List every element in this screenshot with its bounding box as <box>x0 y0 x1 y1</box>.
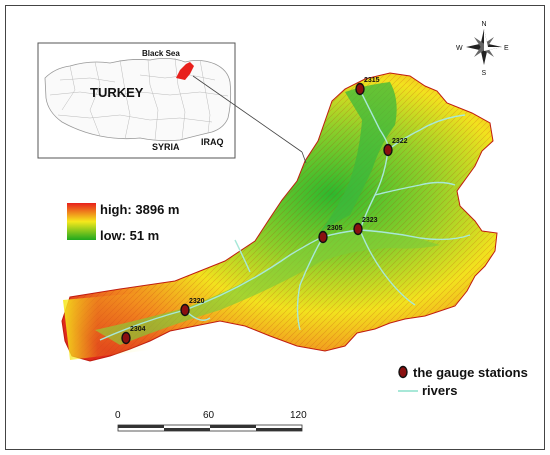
inset-map: Black Sea TURKEY SYRIA IRAQ <box>37 42 307 164</box>
station-label-2323: 2323 <box>362 217 378 224</box>
station-label-2305: 2305 <box>327 225 343 232</box>
inset-leader-line <box>192 75 303 153</box>
gauge-stations: 2315 2322 2305 2323 2320 2304 <box>121 77 408 345</box>
compass-highlight-n <box>484 29 488 47</box>
station-label-2322: 2322 <box>392 138 408 145</box>
scale-seg-1 <box>118 425 164 428</box>
legend-stations-label: the gauge stations <box>413 365 528 380</box>
inset-leader-tail <box>301 151 307 164</box>
river-northeast <box>387 114 466 151</box>
scale-seg-3 <box>210 425 256 428</box>
river-south-trib <box>296 236 324 331</box>
scale-tick-120: 120 <box>290 410 307 421</box>
station-2322[interactable]: 2322 <box>383 138 408 157</box>
compass-highlight-e <box>484 47 502 51</box>
scale-tick-0: 0 <box>115 410 121 421</box>
station-label-2315: 2315 <box>364 77 380 84</box>
turkey-label: TURKEY <box>90 85 144 100</box>
scale-tick-60: 60 <box>203 410 215 421</box>
compass-rose: N S E W <box>456 21 509 77</box>
black-sea-label: Black Sea <box>142 49 180 58</box>
elevation-high-label: high: 3896 m <box>100 202 180 217</box>
river-north-trib-west <box>234 239 251 273</box>
iraq-label: IRAQ <box>201 137 224 147</box>
legend-rivers-label: rivers <box>422 383 458 398</box>
scale-bar: 0 60 120 <box>115 410 307 432</box>
station-2304[interactable]: 2304 <box>121 326 146 345</box>
station-2315[interactable]: 2315 <box>355 77 380 96</box>
scale-seg-2 <box>164 428 210 431</box>
river-east-trib <box>374 181 456 196</box>
river-southeast-trib <box>359 229 416 306</box>
compass-w-label: W <box>456 45 463 52</box>
station-2323[interactable]: 2323 <box>353 217 378 236</box>
syria-label: SYRIA <box>152 142 180 152</box>
scale-seg-4 <box>256 428 302 431</box>
compass-e-label: E <box>504 45 509 52</box>
station-label-2304: 2304 <box>130 326 146 333</box>
compass-s-label: S <box>482 70 487 77</box>
study-area-highlight <box>176 62 194 80</box>
valley-main <box>95 228 440 345</box>
station-2305[interactable]: 2305 <box>318 225 343 244</box>
valley-north <box>320 82 397 232</box>
station-2320[interactable]: 2320 <box>180 298 205 317</box>
compass-n-label: N <box>482 21 487 28</box>
elevation-low-label: low: 51 m <box>100 228 160 243</box>
elevation-color-bar <box>67 203 96 240</box>
station-label-2320: 2320 <box>189 298 205 305</box>
legend-station-symbol <box>398 365 408 379</box>
